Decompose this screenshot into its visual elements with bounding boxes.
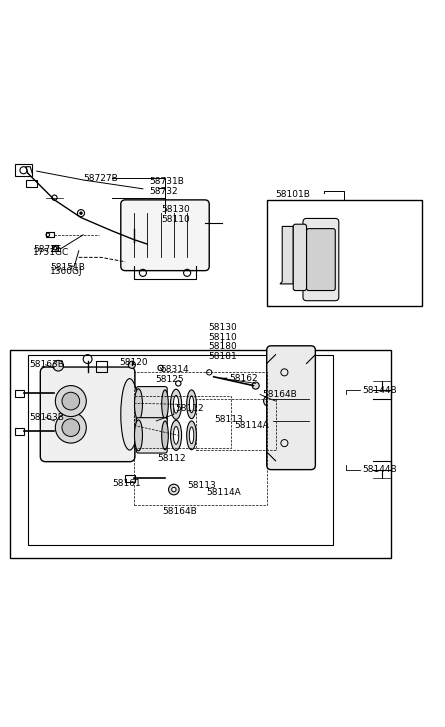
Text: 58162: 58162 bbox=[230, 374, 258, 382]
Circle shape bbox=[53, 361, 64, 371]
Bar bbox=[52, 246, 57, 251]
Ellipse shape bbox=[174, 427, 179, 444]
Text: 58144B: 58144B bbox=[362, 385, 396, 395]
Circle shape bbox=[62, 393, 80, 410]
Text: 58120: 58120 bbox=[119, 358, 148, 366]
Ellipse shape bbox=[134, 389, 142, 419]
Text: 58164B: 58164B bbox=[262, 390, 297, 399]
Ellipse shape bbox=[189, 427, 194, 443]
FancyBboxPatch shape bbox=[136, 418, 167, 453]
Text: 58144B: 58144B bbox=[362, 465, 396, 474]
Text: 58113: 58113 bbox=[187, 481, 216, 490]
Ellipse shape bbox=[162, 390, 168, 419]
Circle shape bbox=[55, 385, 86, 417]
Circle shape bbox=[172, 487, 176, 491]
Text: 58163B: 58163B bbox=[29, 361, 64, 369]
Text: 58112: 58112 bbox=[157, 454, 186, 463]
Text: 58112: 58112 bbox=[175, 404, 204, 413]
Text: 58161: 58161 bbox=[112, 479, 141, 489]
Ellipse shape bbox=[134, 420, 142, 451]
Text: 58151B: 58151B bbox=[50, 263, 85, 273]
Text: 58101B: 58101B bbox=[275, 190, 311, 199]
Ellipse shape bbox=[121, 379, 138, 450]
Bar bbox=[134, 396, 231, 448]
Circle shape bbox=[128, 361, 135, 369]
Ellipse shape bbox=[187, 421, 196, 450]
FancyBboxPatch shape bbox=[307, 228, 335, 291]
Text: 58114A: 58114A bbox=[235, 422, 269, 430]
Circle shape bbox=[267, 399, 271, 403]
Circle shape bbox=[55, 412, 86, 443]
Text: 58125: 58125 bbox=[155, 375, 184, 384]
FancyBboxPatch shape bbox=[40, 367, 135, 462]
Ellipse shape bbox=[170, 389, 182, 419]
Bar bbox=[267, 200, 421, 306]
Circle shape bbox=[263, 395, 274, 406]
Bar bbox=[96, 361, 107, 372]
Ellipse shape bbox=[187, 390, 196, 419]
Text: 58163B: 58163B bbox=[29, 413, 64, 422]
Bar bbox=[15, 164, 32, 175]
Text: 58727B: 58727B bbox=[83, 174, 118, 183]
Text: 58114A: 58114A bbox=[206, 488, 241, 497]
FancyBboxPatch shape bbox=[121, 200, 209, 270]
Ellipse shape bbox=[189, 396, 194, 413]
FancyBboxPatch shape bbox=[303, 218, 339, 301]
Ellipse shape bbox=[174, 395, 179, 413]
Text: 58130
58110: 58130 58110 bbox=[162, 205, 190, 224]
Text: 58314: 58314 bbox=[161, 365, 189, 374]
FancyBboxPatch shape bbox=[293, 224, 307, 291]
Bar bbox=[15, 427, 24, 435]
FancyBboxPatch shape bbox=[267, 346, 316, 470]
Bar bbox=[15, 390, 24, 397]
Text: 58731B
58732: 58731B 58732 bbox=[150, 177, 184, 196]
Bar bbox=[26, 180, 37, 187]
Text: 58726: 58726 bbox=[33, 245, 62, 254]
Polygon shape bbox=[280, 226, 293, 284]
Text: 1360GJ: 1360GJ bbox=[50, 267, 83, 276]
Ellipse shape bbox=[170, 420, 182, 451]
Text: 1751GC: 1751GC bbox=[33, 249, 69, 257]
Ellipse shape bbox=[162, 421, 168, 450]
Text: 58130
58110: 58130 58110 bbox=[208, 323, 237, 342]
Text: 58180
58181: 58180 58181 bbox=[208, 342, 237, 361]
Text: 58164B: 58164B bbox=[162, 507, 197, 515]
Circle shape bbox=[252, 382, 259, 389]
Text: 58113: 58113 bbox=[214, 414, 243, 424]
Bar bbox=[28, 355, 333, 545]
Bar bbox=[125, 475, 135, 482]
Circle shape bbox=[169, 484, 179, 495]
Bar bbox=[45, 232, 53, 238]
Circle shape bbox=[80, 212, 82, 214]
Circle shape bbox=[62, 419, 80, 436]
FancyBboxPatch shape bbox=[136, 387, 167, 422]
Bar bbox=[10, 350, 391, 558]
